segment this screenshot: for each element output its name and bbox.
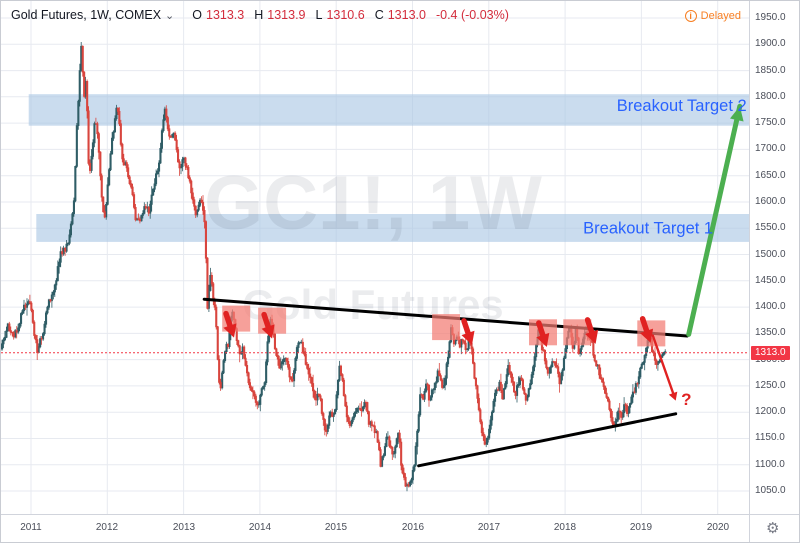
rejection-box[interactable] xyxy=(432,314,461,341)
price-axis-label: 1950.0 xyxy=(755,12,786,23)
high-label: H xyxy=(254,8,264,22)
chart-pane[interactable]: GC1!, 1W Gold Futures? Breakout Target 2 Br… xyxy=(1,1,751,516)
time-axis[interactable]: 2011 2012 2013 2014 2015 2016 2017 2018 2019 2020 xyxy=(1,514,751,542)
time-axis-label: 2018 xyxy=(553,522,577,533)
current-price-label: 1313.0 xyxy=(751,346,790,360)
high-value: 1313.9 xyxy=(267,8,306,22)
gridlines xyxy=(1,1,751,516)
low-value: 1310.6 xyxy=(326,8,365,22)
chevron-down-icon[interactable]: ⌄ xyxy=(165,9,175,22)
close-label: C xyxy=(374,8,384,22)
price-axis-label: 1600.0 xyxy=(755,196,786,207)
time-axis-label: 2017 xyxy=(477,522,501,533)
close-value: 1313.0 xyxy=(387,8,426,22)
resistance-rejection-arrows[interactable] xyxy=(223,310,654,347)
low-label: L xyxy=(315,8,323,22)
axis-corner: ⚙ xyxy=(749,514,799,542)
price-axis-label: 1350.0 xyxy=(755,327,786,338)
time-axis-label: 2019 xyxy=(629,522,653,533)
breakout-target-labels[interactable]: Breakout Target 2 Breakout Target 1 xyxy=(583,97,747,238)
delayed-data-badge[interactable]: i Delayed xyxy=(684,10,741,22)
price-axis-label: 1650.0 xyxy=(755,170,786,181)
breakout-target-bands[interactable] xyxy=(28,94,750,242)
delayed-label: Delayed xyxy=(700,10,741,22)
symbol-legend: Gold Futures, 1W, COMEX ⌄ O 1313.3 H 1313.… xyxy=(11,8,509,22)
price-axis-label: 1450.0 xyxy=(755,275,786,286)
price-axis-label: 1800.0 xyxy=(755,91,786,102)
failed-breakout-question[interactable]: ? xyxy=(651,334,692,409)
trendline-lower-support[interactable] xyxy=(417,412,678,468)
info-circle-icon: i xyxy=(684,10,697,22)
price-axis-label: 1550.0 xyxy=(755,222,786,233)
time-axis-label: 2020 xyxy=(706,522,730,533)
symbol-title-button[interactable]: Gold Futures, 1W, COMEX xyxy=(11,8,162,22)
time-axis-label: 2011 xyxy=(20,522,42,533)
breakout-up-arrow[interactable] xyxy=(686,103,744,337)
breakout-target-label[interactable]: Breakout Target 2 xyxy=(617,97,747,115)
price-axis-label: 1500.0 xyxy=(755,249,786,260)
price-axis-label: 1200.0 xyxy=(755,406,786,417)
price-axis-label: 1050.0 xyxy=(755,485,786,496)
time-axis-label: 2014 xyxy=(248,522,272,533)
time-axis-label: 2012 xyxy=(95,522,119,533)
question-mark-annotation[interactable]: ? xyxy=(681,390,691,409)
price-axis-label: 1850.0 xyxy=(755,65,786,76)
price-axis-label: 1150.0 xyxy=(755,432,785,443)
price-axis-label: 1400.0 xyxy=(755,301,786,312)
breakout-target-label[interactable]: Breakout Target 1 xyxy=(583,220,713,238)
time-axis-label: 2015 xyxy=(324,522,348,533)
price-axis-label: 1750.0 xyxy=(755,117,786,128)
price-axis-label: 1250.0 xyxy=(755,380,786,391)
open-label: O xyxy=(192,8,202,22)
time-axis-label: 2013 xyxy=(172,522,196,533)
gear-icon[interactable]: ⚙ xyxy=(766,520,780,537)
price-axis-label: 1900.0 xyxy=(755,38,786,49)
time-axis-label: 2016 xyxy=(401,522,425,533)
price-axis-label: 1700.0 xyxy=(755,143,786,154)
price-axis[interactable]: 1313.0 1950.0 1900.0 1850.0 1800.0 1750.0 170… xyxy=(749,1,799,516)
svg-text:GC1!, 1W: GC1!, 1W xyxy=(204,161,542,246)
change-value: -0.4 (-0.03%) xyxy=(435,8,509,22)
open-value: 1313.3 xyxy=(206,8,245,22)
price-axis-label: 1100.0 xyxy=(755,459,785,470)
